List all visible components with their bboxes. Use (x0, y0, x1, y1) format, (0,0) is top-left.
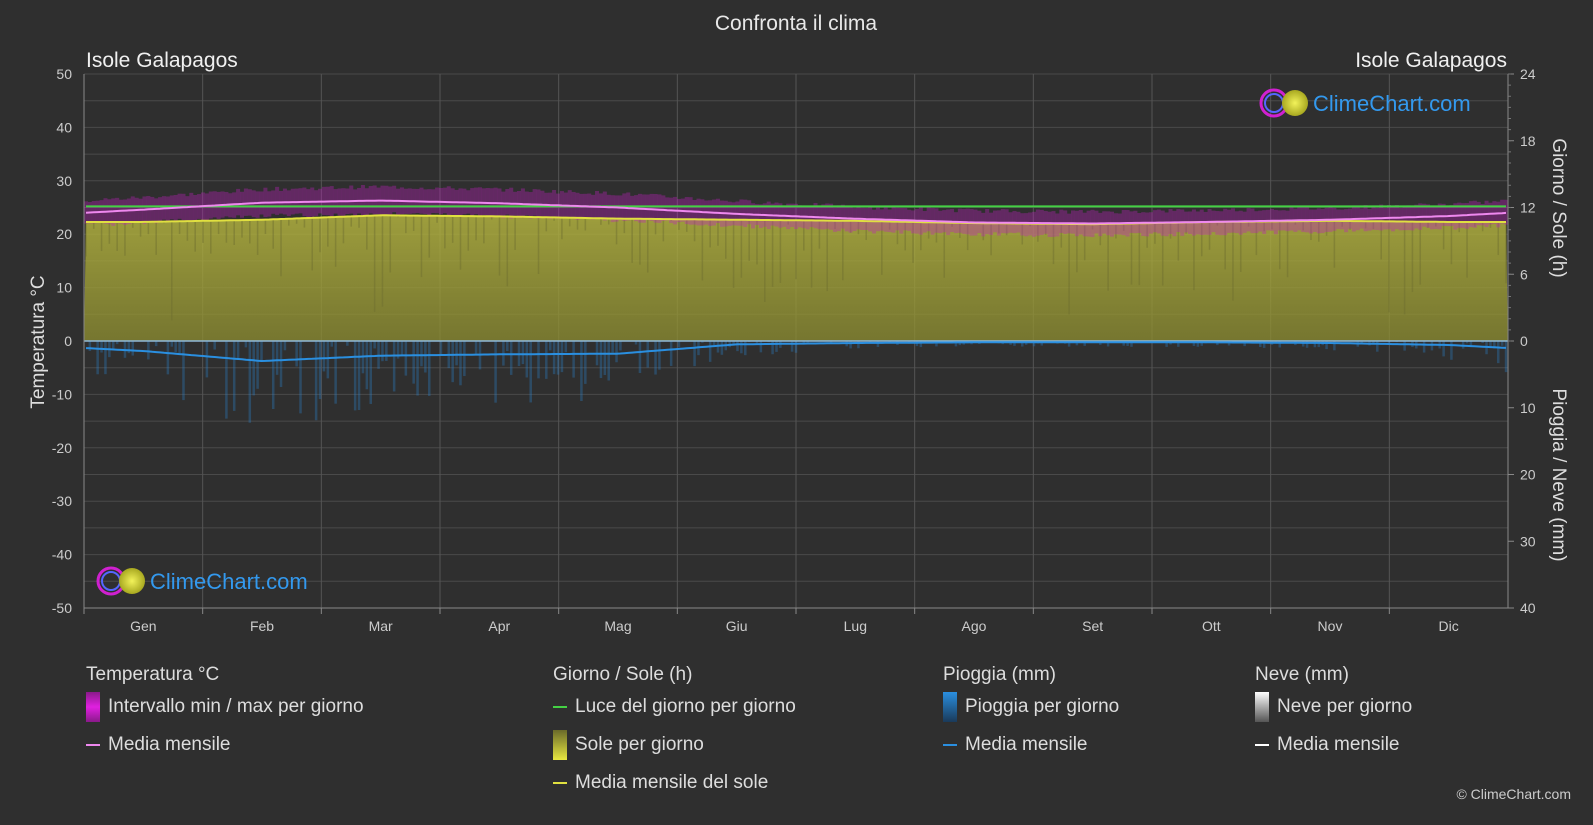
data-layer (83, 185, 1509, 423)
temp-mean-line (85, 199, 1507, 225)
legend-sun-mean: Media mensile del sole (553, 764, 796, 802)
temp-range-swatch-icon (86, 692, 100, 722)
axes: 50 40 30 20 10 0 -10 -20 -30 -40 -50 24 18 12 6 0 10 20 30… (52, 66, 1536, 634)
sun-mean-swatch-icon (553, 782, 567, 784)
y-left-tick-label: -30 (52, 493, 72, 509)
y-right-top-tick-label: 18 (1520, 133, 1536, 149)
logo-ring-inner-icon (1264, 93, 1284, 113)
daylight-swatch-icon (553, 706, 567, 708)
legend-sunshine-label: Sole per giorno (575, 734, 704, 755)
logo-text: ClimeChart.com (150, 569, 308, 594)
legend-sunshine: Sole per giorno (553, 726, 796, 764)
y-left-tick-label: 20 (56, 226, 72, 242)
sunshine-swatch-icon (553, 730, 567, 760)
legend-rain-heading: Pioggia (mm) (943, 664, 1056, 685)
x-tick-label: Set (1082, 618, 1103, 634)
x-tick-label: Feb (250, 618, 274, 634)
y-left-tick-label: -40 (52, 547, 72, 563)
y-right-bottom-label: Pioggia / Neve (mm) (1548, 388, 1569, 561)
y-right-bottom-tick-label: 20 (1520, 467, 1536, 483)
legend-temp-range-label: Intervallo min / max per giorno (108, 696, 364, 717)
x-tick-label: Dic (1439, 618, 1459, 634)
legend-snow-day-label: Neve per giorno (1277, 696, 1413, 717)
y-right-bottom-tick-label: 40 (1520, 600, 1536, 616)
legend-snow: Neve (mm) Neve per giorno Media mensile (1255, 662, 1412, 764)
legend-sun-mean-label: Media mensile del sole (575, 772, 769, 793)
y-left-tick-label: 50 (56, 66, 72, 82)
legend-temperature-heading: Temperatura °C (86, 664, 220, 685)
location-right: Isole Galapagos (1355, 49, 1507, 72)
x-tick-label: Giu (726, 618, 748, 634)
y-left-tick-label: -20 (52, 440, 72, 456)
legend-daylight: Luce del giorno per giorno (553, 688, 796, 726)
chart-title: Confronta il clima (715, 12, 878, 35)
legend-snow-mean: Media mensile (1255, 726, 1412, 764)
x-tick-label: Apr (488, 618, 510, 634)
x-tick-label: Lug (844, 618, 867, 634)
rain-swatch-icon (943, 692, 957, 722)
logo-bottom: ClimeChart.com (96, 566, 308, 596)
x-tick-label: Ott (1202, 618, 1221, 634)
x-tick-label: Gen (130, 618, 156, 634)
y-right-top-tick-label: 0 (1520, 333, 1528, 349)
legend-snow-day: Neve per giorno (1255, 688, 1412, 726)
temp-mean-swatch-icon (86, 744, 100, 746)
x-tick-label: Mag (604, 618, 631, 634)
x-tick-label: Mar (369, 618, 393, 634)
y-left-tick-label: 0 (64, 333, 72, 349)
climate-chart: Confronta il clima Isole Galapagos Isole… (28, 12, 1569, 634)
legend-temp-mean-label: Media mensile (108, 734, 231, 755)
legend-sun: Giorno / Sole (h) Luce del giorno per gi… (553, 662, 796, 802)
location-left: Isole Galapagos (86, 49, 238, 72)
y-left-tick-label: -50 (52, 600, 72, 616)
y-left-tick-label: 30 (56, 173, 72, 189)
y-left-label: Temperatura °C (28, 275, 49, 408)
y-right-bottom-tick-label: 10 (1520, 400, 1536, 416)
y-left-tick-label: 10 (56, 280, 72, 296)
rain-mean-swatch-icon (943, 744, 957, 746)
legend-snow-mean-label: Media mensile (1277, 734, 1400, 755)
logo-sun-icon (1282, 90, 1308, 116)
legend-rain: Pioggia (mm) Pioggia per giorno Media me… (943, 662, 1119, 764)
rain-mean-line (85, 341, 1507, 363)
y-left-tick-label: -10 (52, 386, 72, 402)
y-right-top-tick-label: 12 (1520, 200, 1536, 216)
y-right-top-tick-label: 24 (1520, 66, 1536, 82)
y-right-top-label: Giorno / Sole (h) (1548, 138, 1569, 277)
logo-sun-icon (119, 568, 145, 594)
snow-swatch-icon (1255, 692, 1269, 722)
legend: Temperatura °C Intervallo min / max per … (0, 662, 1593, 812)
x-tick-label: Nov (1318, 618, 1343, 634)
y-left-tick-label: 40 (56, 119, 72, 135)
legend-temp-mean: Media mensile (86, 726, 364, 764)
legend-daylight-label: Luce del giorno per giorno (575, 696, 796, 717)
legend-rain-day: Pioggia per giorno (943, 688, 1119, 726)
legend-temperature: Temperatura °C Intervallo min / max per … (86, 662, 364, 764)
copyright: © ClimeChart.com (1456, 786, 1571, 802)
legend-snow-heading: Neve (mm) (1255, 664, 1349, 685)
y-right-bottom-tick-label: 30 (1520, 533, 1536, 549)
logo-text: ClimeChart.com (1313, 91, 1471, 116)
snow-mean-swatch-icon (1255, 744, 1269, 746)
legend-rain-mean: Media mensile (943, 726, 1119, 764)
x-tick-label: Ago (962, 618, 987, 634)
legend-rain-mean-label: Media mensile (965, 734, 1088, 755)
y-right-top-tick-label: 6 (1520, 266, 1528, 282)
legend-sun-heading: Giorno / Sole (h) (553, 664, 693, 685)
sunshine-area (84, 215, 1508, 341)
legend-temp-range: Intervallo min / max per giorno (86, 688, 364, 726)
legend-rain-day-label: Pioggia per giorno (965, 696, 1120, 717)
logo-top: ClimeChart.com (1259, 88, 1471, 118)
